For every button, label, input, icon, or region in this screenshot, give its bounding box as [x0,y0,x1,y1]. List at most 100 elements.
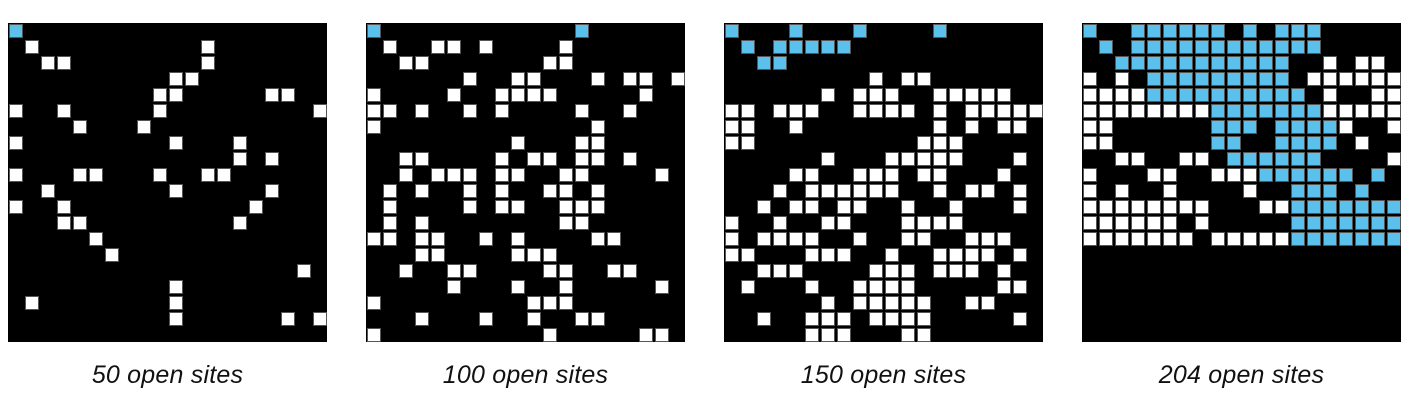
full-site-cell [1275,120,1289,134]
open-site-cell [1147,200,1161,214]
open-site-cell [901,280,915,294]
full-site-cell [1307,232,1321,246]
open-site-cell [757,264,771,278]
open-site-cell [997,232,1011,246]
open-site-cell [559,184,573,198]
open-site-cell [885,184,899,198]
open-site-cell [933,184,947,198]
full-site-cell [1291,104,1305,118]
open-site-cell [1371,88,1385,102]
open-site-cell [885,152,899,166]
open-site-cell [1179,104,1193,118]
full-site-cell [1307,24,1321,38]
open-site-cell [1195,200,1209,214]
open-site-cell [981,88,995,102]
full-site-cell [1323,232,1337,246]
open-site-cell [773,232,787,246]
open-site-cell [575,168,589,182]
open-site-cell [543,264,557,278]
open-site-cell [1387,152,1401,166]
open-site-cell [463,72,477,86]
open-site-cell [1195,104,1209,118]
open-site-cell [1163,216,1177,230]
full-site-cell [1099,40,1113,54]
full-site-cell [725,24,739,38]
open-site-cell [511,88,525,102]
open-site-cell [773,216,787,230]
open-site-cell [1179,152,1193,166]
open-site-cell [559,264,573,278]
full-site-cell [1195,56,1209,70]
full-site-cell [1291,24,1305,38]
open-site-cell [383,40,397,54]
open-site-cell [591,312,605,326]
full-site-cell [1115,56,1129,70]
open-site-cell [1115,72,1129,86]
full-site-cell [1339,200,1353,214]
open-site-cell [527,88,541,102]
open-site-cell [9,200,23,214]
open-site-cell [511,248,525,262]
open-site-cell [527,248,541,262]
open-site-cell [805,168,819,182]
open-site-cell [821,184,835,198]
open-site-cell [575,216,589,230]
full-site-cell [1307,200,1321,214]
open-site-cell [1211,232,1225,246]
open-site-cell [313,104,327,118]
open-site-cell [885,88,899,102]
open-site-cell [447,280,461,294]
open-site-cell [1131,200,1145,214]
open-site-cell [543,328,557,342]
full-site-cell [1131,40,1145,54]
open-site-cell [383,216,397,230]
open-site-cell [479,312,493,326]
open-site-cell [233,152,247,166]
open-site-cell [869,72,883,86]
open-site-cell [463,168,477,182]
full-site-cell [933,24,947,38]
open-site-cell [789,200,803,214]
open-site-cell [511,200,525,214]
open-site-cell [1195,152,1209,166]
full-site-cell [1291,40,1305,54]
open-site-cell [1147,168,1161,182]
open-site-cell [997,264,1011,278]
open-site-cell [543,56,557,70]
open-site-cell [805,280,819,294]
open-site-cell [1083,200,1097,214]
open-site-cell [431,232,445,246]
open-site-cell [671,72,685,86]
open-site-cell [1115,184,1129,198]
open-site-cell [1243,232,1257,246]
open-site-cell [1013,184,1027,198]
open-site-cell [495,200,509,214]
open-site-cell [201,56,215,70]
open-site-cell [741,280,755,294]
open-site-cell [1355,136,1369,150]
open-site-cell [495,88,509,102]
open-site-cell [933,88,947,102]
open-site-cell [479,232,493,246]
full-site-cell [1211,104,1225,118]
open-site-cell [965,184,979,198]
open-site-cell [997,88,1011,102]
open-site-cell [1163,232,1177,246]
grid-caption: 100 open sites [442,361,609,389]
open-site-cell [757,312,771,326]
percolation-grid [366,23,685,342]
open-site-cell [527,72,541,86]
open-site-cell [789,168,803,182]
open-site-cell [853,232,867,246]
open-site-cell [9,104,23,118]
full-site-cell [9,24,23,38]
open-site-cell [281,88,295,102]
open-site-cell [431,40,445,54]
open-site-cell [1083,72,1097,86]
open-site-cell [1339,120,1353,134]
open-site-cell [1387,88,1401,102]
open-site-cell [885,296,899,310]
full-site-cell [1291,232,1305,246]
open-site-cell [1115,152,1129,166]
open-site-cell [511,280,525,294]
